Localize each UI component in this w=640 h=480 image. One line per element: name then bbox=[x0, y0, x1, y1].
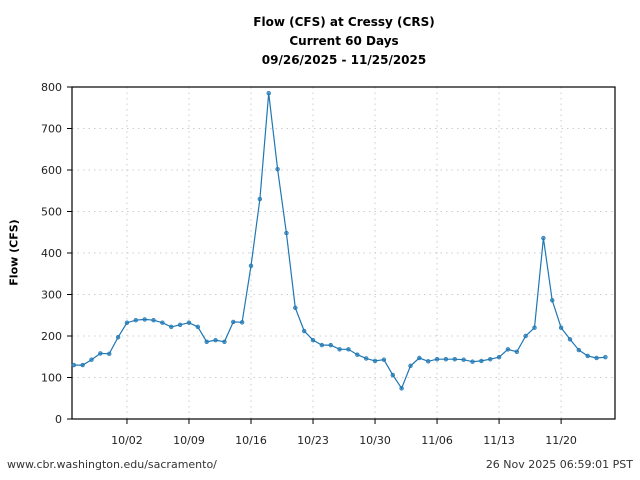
source-url: www.cbr.washington.edu/sacramento/ bbox=[7, 458, 217, 471]
data-point bbox=[177, 322, 183, 327]
data-point bbox=[301, 328, 307, 334]
data-point bbox=[160, 320, 165, 325]
y-tick-label: 500 bbox=[41, 206, 62, 219]
data-point bbox=[284, 230, 289, 236]
data-point bbox=[257, 196, 263, 202]
data-point bbox=[239, 320, 245, 325]
data-point bbox=[346, 347, 351, 352]
y-tick-label: 100 bbox=[41, 372, 62, 385]
data-point bbox=[71, 362, 77, 368]
data-point bbox=[408, 363, 413, 369]
generated-timestamp: 26 Nov 2025 06:59:01 PST bbox=[485, 458, 633, 471]
y-tick-label: 200 bbox=[41, 330, 62, 343]
flow-line bbox=[73, 93, 606, 390]
data-point bbox=[434, 357, 440, 362]
data-point bbox=[169, 324, 174, 330]
x-tick-label: 10/23 bbox=[297, 434, 329, 447]
data-point bbox=[213, 337, 218, 343]
data-point bbox=[363, 356, 369, 361]
data-point bbox=[186, 320, 192, 325]
x-tick-label: 11/20 bbox=[545, 434, 577, 447]
data-point bbox=[426, 359, 431, 364]
chart-title-line1: Flow (CFS) at Cressy (CRS) bbox=[253, 15, 435, 29]
y-tick-label: 0 bbox=[55, 413, 62, 426]
y-tick-label: 600 bbox=[41, 164, 62, 177]
x-tick-label: 10/09 bbox=[173, 434, 205, 447]
x-tick-label: 11/06 bbox=[421, 434, 453, 447]
data-point bbox=[195, 324, 201, 330]
data-point bbox=[452, 357, 457, 362]
data-point bbox=[124, 320, 130, 325]
data-point bbox=[80, 362, 85, 368]
data-point bbox=[248, 263, 254, 269]
y-tick-label: 400 bbox=[41, 247, 62, 260]
data-point bbox=[328, 342, 333, 348]
data-point bbox=[558, 325, 564, 330]
data-point bbox=[390, 372, 395, 378]
data-point bbox=[505, 347, 511, 352]
data-point bbox=[488, 357, 493, 362]
data-point bbox=[89, 357, 94, 362]
chart-title-line3: 09/26/2025 - 11/25/2025 bbox=[261, 53, 427, 67]
data-point bbox=[310, 337, 316, 343]
data-point bbox=[470, 359, 475, 364]
data-point bbox=[532, 325, 537, 330]
chart-title: Flow (CFS) at Cressy (CRS) Current 60 Da… bbox=[0, 13, 640, 70]
data-point bbox=[293, 305, 298, 310]
data-point bbox=[355, 352, 360, 357]
x-tick-label: 10/16 bbox=[235, 434, 267, 447]
data-point bbox=[399, 386, 404, 391]
data-point bbox=[479, 358, 484, 364]
data-point bbox=[231, 319, 236, 325]
x-tick-label: 10/02 bbox=[111, 434, 143, 447]
data-point bbox=[98, 351, 103, 356]
data-point bbox=[151, 318, 156, 323]
x-tick-label: 10/30 bbox=[359, 434, 391, 447]
data-point bbox=[541, 235, 546, 241]
chart-title-line2: Current 60 Days bbox=[289, 34, 399, 48]
data-point bbox=[443, 357, 449, 362]
data-point bbox=[585, 353, 590, 359]
y-tick-label: 800 bbox=[41, 81, 62, 94]
data-point bbox=[567, 337, 573, 342]
data-point bbox=[550, 298, 555, 303]
x-tick-label: 11/13 bbox=[483, 434, 515, 447]
data-point bbox=[133, 318, 139, 323]
plot-frame bbox=[71, 86, 616, 420]
data-point bbox=[204, 339, 209, 345]
data-point bbox=[107, 351, 112, 357]
data-point bbox=[115, 335, 121, 340]
data-point bbox=[576, 347, 582, 353]
data-point bbox=[417, 355, 422, 361]
data-point bbox=[372, 358, 378, 364]
data-point bbox=[594, 355, 599, 361]
y-tick-label: 300 bbox=[41, 289, 62, 302]
data-point bbox=[142, 317, 147, 322]
data-point bbox=[275, 166, 280, 172]
data-point bbox=[603, 354, 608, 360]
data-point bbox=[319, 342, 325, 348]
y-tick-label: 700 bbox=[41, 123, 62, 136]
data-point bbox=[266, 91, 271, 96]
data-point bbox=[381, 357, 387, 362]
data-point bbox=[222, 339, 227, 345]
data-point bbox=[337, 347, 342, 352]
data-point bbox=[461, 357, 466, 362]
data-point bbox=[496, 354, 502, 360]
data-point bbox=[523, 333, 528, 339]
data-point bbox=[514, 349, 519, 354]
